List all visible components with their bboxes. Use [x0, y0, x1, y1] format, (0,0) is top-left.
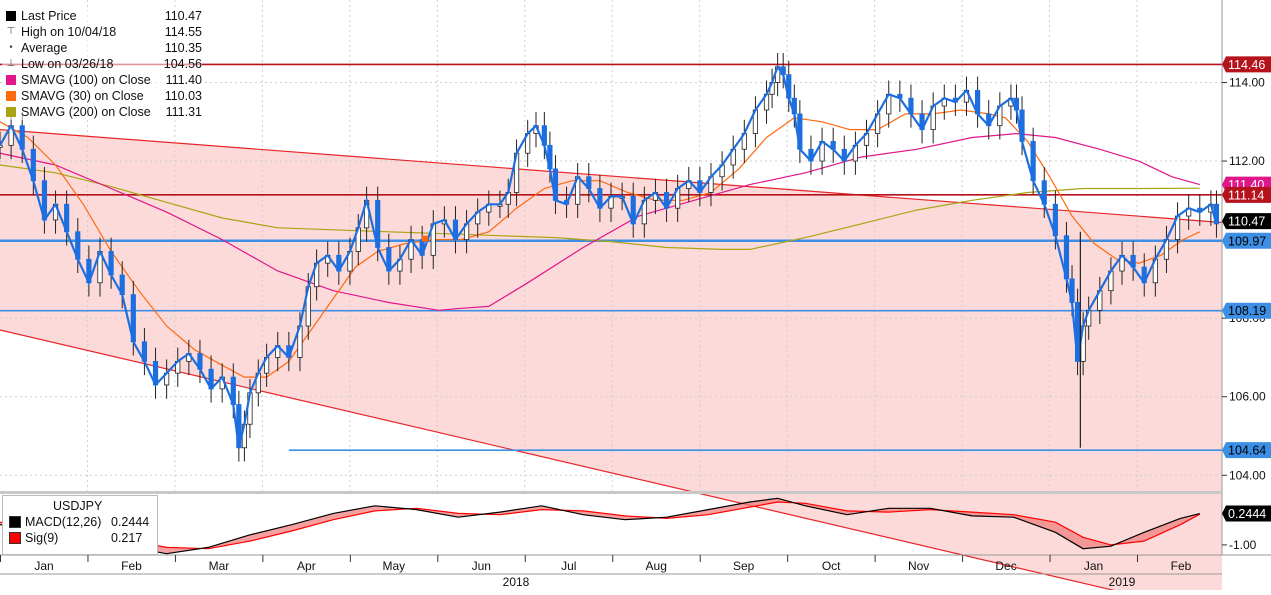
- price-tag-text-104.64: 104.64: [1228, 444, 1266, 458]
- y-tick-label-3: 112.00: [1229, 154, 1265, 168]
- y-tick-label-0: 104.00: [1229, 468, 1266, 482]
- x-month-label-12: Jan: [1084, 559, 1103, 573]
- x-month-label-8: Sep: [733, 559, 755, 573]
- channel-upper-line: [0, 129, 1223, 224]
- legend-label-sma200: SMAVG (200) on Close: [21, 105, 151, 119]
- macd-legend-value-1: 0.217: [111, 531, 143, 545]
- price-tag-text-111.14: 111.14: [1228, 188, 1264, 202]
- macd-legend-item-1: Sig(9) 0.217: [3, 530, 157, 546]
- price-tag-104.64: 104.64: [1222, 442, 1271, 459]
- price-tag-bg-108.19: [1222, 302, 1271, 319]
- x-year-label-2019: 2019: [1109, 575, 1136, 589]
- legend-item-avg: • Average 110.35: [2, 40, 202, 56]
- average-marker-icon: •: [9, 42, 13, 53]
- macd-line: [0, 497, 1200, 555]
- price-tag-110.47: 110.47: [1222, 213, 1271, 230]
- legend-label-sma30: SMAVG (30) on Close: [21, 89, 144, 103]
- macd-legend-title: USDJPY: [53, 499, 103, 513]
- sma-cross-marker: [421, 235, 428, 242]
- x-month-label-4: May: [383, 559, 406, 573]
- x-month-label-0: Jan: [34, 559, 53, 573]
- sma100-line: [0, 132, 1200, 311]
- legend-label-low: Low on 03/26/18: [21, 57, 114, 71]
- price-tag-109.97: 109.97: [1222, 232, 1271, 249]
- price-legend: Last Price 110.47 ⊤ High on 10/04/18 114.55 •…: [2, 8, 202, 120]
- macd-legend-swatch-1: [9, 532, 21, 544]
- price-tag-text-109.97: 109.97: [1228, 234, 1266, 248]
- low-marker-icon: ⊥: [6, 58, 16, 69]
- price-tag-bg-110.47: [1222, 213, 1271, 230]
- legend-value-low: 104.56: [163, 57, 202, 71]
- y-tick-label-1: 106.00: [1229, 390, 1266, 404]
- price-tag-text-108.19: 108.19: [1228, 304, 1266, 318]
- legend-swatch-sma100: [6, 75, 16, 85]
- legend-item-low: ⊥ Low on 03/26/18 104.56: [2, 56, 202, 72]
- x-month-label-6: Jul: [561, 559, 576, 573]
- legend-label-avg: Average: [21, 41, 68, 55]
- y-tick-label-4: 114.00: [1229, 75, 1265, 89]
- legend-value-last: 110.47: [164, 9, 202, 23]
- signal-line: [0, 501, 1201, 550]
- close-price-line: [0, 64, 1218, 449]
- price-tag-text-110.47: 110.47: [1228, 215, 1265, 229]
- x-month-label-1: Feb: [121, 559, 142, 573]
- sma200-line: [0, 164, 1200, 250]
- price-tag-bg-104.64: [1222, 442, 1271, 459]
- macd-tag-bg: [1222, 505, 1271, 522]
- legend-item-sma30: SMAVG (30) on Close 110.03: [2, 88, 202, 104]
- x-month-label-5: Jun: [472, 559, 491, 573]
- macd-tag-text: 0.2444: [1228, 507, 1266, 521]
- macd-legend: USDJPY MACD(12,26) 0.2444 Sig(9) 0.217: [2, 495, 158, 555]
- legend-value-avg: 110.35: [164, 41, 202, 55]
- channel-fill: [0, 129, 1222, 595]
- price-tag-114.46: 114.46: [1222, 56, 1271, 73]
- legend-label-sma100: SMAVG (100) on Close: [21, 73, 151, 87]
- legend-value-high: 114.55: [164, 25, 202, 39]
- x-month-label-3: Apr: [297, 559, 316, 573]
- legend-swatch-sma200: [6, 107, 16, 117]
- x-month-label-13: Feb: [1171, 559, 1192, 573]
- legend-label-high: High on 10/04/18: [21, 25, 117, 39]
- price-tag-bg-111.14: [1222, 186, 1271, 203]
- x-month-label-10: Nov: [908, 559, 929, 573]
- legend-item-high: ⊤ High on 10/04/18 114.55: [2, 24, 202, 40]
- price-tag-text-114.46: 114.46: [1228, 58, 1265, 72]
- macd-legend-item-0: MACD(12,26) 0.2444: [3, 514, 157, 530]
- x-month-label-7: Aug: [646, 559, 667, 573]
- price-tag-111.14: 111.14: [1222, 186, 1271, 203]
- macd-legend-label-0: MACD(12,26): [25, 515, 102, 529]
- x-month-label-2: Mar: [209, 559, 230, 573]
- legend-label-last: Last Price: [21, 9, 77, 23]
- legend-swatch-last: [6, 11, 16, 21]
- price-body-0: [0, 144, 3, 148]
- macd-tag: 0.2444: [1222, 505, 1271, 522]
- legend-swatch-sma30: [6, 91, 16, 101]
- legend-item-last: Last Price 110.47: [2, 8, 202, 24]
- legend-item-sma100: SMAVG (100) on Close 111.40: [2, 72, 202, 88]
- price-tag-bg-114.46: [1222, 56, 1271, 73]
- high-marker-icon: ⊤: [6, 26, 16, 37]
- legend-item-sma200: SMAVG (200) on Close 111.31: [2, 104, 202, 120]
- x-month-label-9: Oct: [822, 559, 841, 573]
- x-month-label-11: Dec: [995, 559, 1016, 573]
- panel-separator: [0, 491, 1222, 494]
- price-tag-bg-109.97: [1222, 232, 1271, 249]
- price-tag-108.19: 108.19: [1222, 302, 1271, 319]
- macd-legend-label-1: Sig(9): [25, 531, 59, 545]
- macd-legend-value-0: 0.2444: [111, 515, 150, 529]
- legend-value-sma100: 111.40: [165, 73, 202, 87]
- legend-value-sma30: 110.03: [164, 89, 202, 103]
- x-year-label-2018: 2018: [503, 575, 530, 589]
- macd-tick-label-0: -1.00: [1229, 538, 1257, 552]
- legend-value-sma200: 111.31: [165, 105, 202, 119]
- macd-legend-swatch-0: [9, 516, 21, 528]
